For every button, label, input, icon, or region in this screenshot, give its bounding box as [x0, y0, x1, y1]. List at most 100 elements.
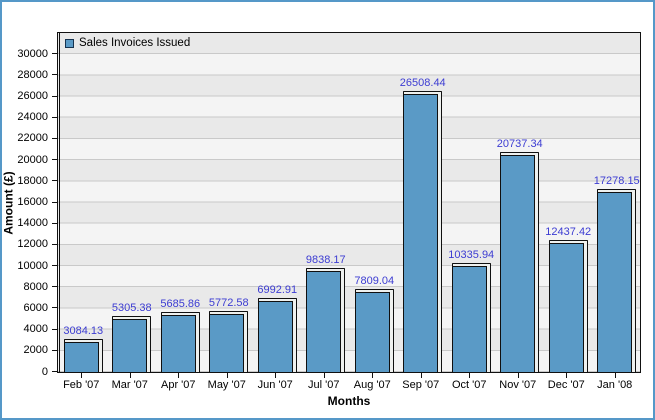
bar-fill: [258, 300, 293, 372]
bar-value-label: 17278.15: [593, 174, 640, 187]
x-tick-mark: [372, 373, 374, 378]
y-tick-label: 16000: [17, 196, 48, 208]
y-tick-label: 14000: [17, 217, 48, 230]
y-tick-label: 22000: [17, 132, 48, 145]
x-tick-label: Mar '07: [111, 379, 148, 391]
y-tick-label: 10000: [17, 259, 48, 272]
x-tick-label: Sep '07: [402, 379, 440, 391]
x-tick-label: Dec '07: [547, 379, 585, 391]
x-tick-mark: [129, 373, 131, 378]
bar-fill: [598, 191, 633, 372]
x-tick-label: May '07: [207, 379, 246, 391]
bar-fill: [501, 155, 536, 372]
bar-feb-07: [63, 339, 103, 372]
x-tick-mark: [469, 373, 471, 378]
bar-value-label: 10335.94: [448, 248, 495, 261]
x-tick-label: Aug '07: [353, 379, 391, 391]
x-tick-label: Nov '07: [499, 379, 537, 391]
bar-value-label: 20737.34: [496, 138, 543, 151]
bar-jul-07: [306, 267, 346, 372]
x-tick-label: Jan '08: [597, 379, 633, 391]
bar-oct-07: [451, 262, 491, 372]
y-axis-tick-labels: 0 2000 4000 6000 8000 10000 12000 14000 16000 180…: [2, 33, 50, 378]
y-tick-label: 26000: [17, 90, 48, 103]
y-tick-label: 6000: [23, 301, 48, 314]
y-tick-mark: [52, 371, 57, 372]
bar-aug-07: [354, 289, 394, 372]
x-tick-label: Apr '07: [160, 379, 196, 391]
bar-fill: [64, 342, 99, 372]
bar-fill: [307, 270, 342, 372]
x-tick-mark: [81, 373, 83, 378]
y-tick-mark: [52, 243, 57, 245]
bar-value-label: 5305.38: [111, 301, 152, 314]
y-tick-label: 12000: [17, 238, 48, 251]
legend-label: Sales Invoices Issued: [79, 37, 191, 49]
x-tick-label: Oct '07: [451, 379, 487, 391]
y-tick-label: 4000: [23, 323, 48, 336]
y-tick-mark: [52, 307, 57, 309]
x-axis-tick-marks: [57, 373, 641, 378]
y-tick-label: 28000: [17, 68, 48, 81]
y-tick-mark: [52, 95, 57, 97]
x-axis-title: Months: [327, 394, 371, 408]
legend-swatch-icon: [65, 38, 74, 48]
bar-value-label: 7809.04: [354, 275, 395, 288]
x-tick-label: Feb '07: [63, 379, 100, 391]
x-tick-mark: [517, 373, 519, 378]
bar-jun-07: [257, 297, 297, 372]
bar-value-label: 9838.17: [305, 253, 346, 266]
bar-nov-07: [500, 152, 540, 372]
x-axis-tick-labels: Feb '07 Mar '07 Apr '07 May '07 Jun '07 Jul '…: [57, 379, 641, 392]
bar-fill: [452, 265, 487, 372]
y-tick-mark: [52, 286, 57, 288]
x-tick-label: Jun '07: [257, 379, 293, 391]
bar-fill: [404, 94, 439, 372]
bar-value-label: 5685.86: [160, 297, 201, 310]
legend: Sales Invoices Issued: [65, 37, 190, 49]
y-tick-label: 0: [41, 365, 48, 378]
plot-area: Sales Invoices Issued 3084.13 5305.38 5685…: [57, 32, 641, 373]
y-tick-mark: [52, 328, 57, 330]
bar-mar-07: [112, 315, 152, 372]
y-tick-mark: [52, 180, 57, 182]
y-axis-line: [59, 33, 60, 372]
bar-fill: [161, 314, 196, 372]
y-tick-mark: [52, 222, 57, 224]
bar-dec-07: [548, 240, 588, 372]
y-tick-mark: [52, 349, 57, 351]
y-tick-label: 8000: [23, 280, 48, 293]
bar-value-label: 12437.42: [545, 226, 592, 239]
bar-may-07: [209, 310, 249, 372]
bar-value-label: 6992.91: [257, 283, 298, 296]
y-tick-label: 18000: [17, 174, 48, 187]
y-axis-tick-marks: [52, 33, 57, 372]
bar-value-label: 26508.44: [399, 77, 446, 90]
bar-value-label: 5772.58: [208, 296, 249, 309]
y-tick-label: 20000: [17, 153, 48, 166]
x-tick-mark: [566, 373, 568, 378]
x-tick-mark: [275, 373, 277, 378]
bar-fill: [113, 318, 148, 372]
y-tick-mark: [52, 159, 57, 161]
x-tick-mark: [226, 373, 228, 378]
y-tick-label: 2000: [23, 344, 48, 357]
x-tick-mark: [420, 373, 422, 378]
x-tick-label: Jul '07: [308, 379, 340, 391]
y-tick-mark: [52, 74, 57, 76]
y-tick-mark: [52, 137, 57, 139]
bar-sep-07: [403, 91, 443, 372]
y-tick-label: 24000: [17, 111, 48, 124]
y-tick-label: 30000: [17, 47, 48, 60]
y-tick-mark: [52, 265, 57, 267]
bar-jan-08: [597, 188, 637, 372]
x-tick-mark: [614, 373, 616, 378]
bar-fill: [210, 313, 245, 372]
y-tick-mark: [52, 116, 57, 118]
y-tick-mark: [52, 53, 57, 55]
y-tick-mark: [52, 201, 57, 203]
bar-value-label: 3084.13: [63, 325, 104, 338]
bar-fill: [355, 292, 390, 372]
x-tick-mark: [178, 373, 180, 378]
